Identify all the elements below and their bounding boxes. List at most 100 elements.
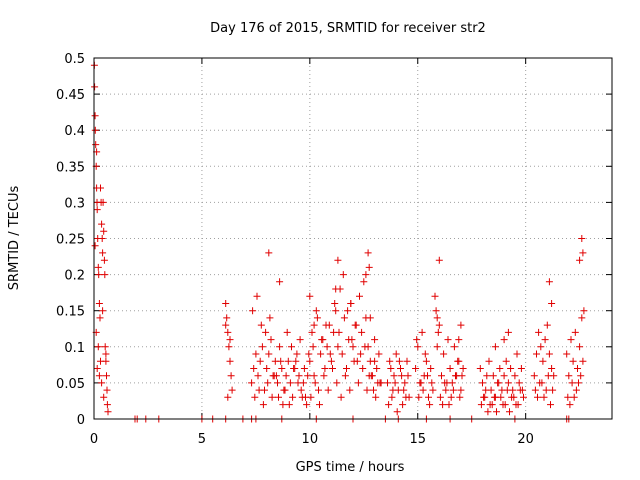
grid-layer — [94, 58, 612, 419]
data-point — [304, 372, 312, 380]
data-point — [357, 350, 365, 358]
data-point — [452, 372, 459, 380]
data-point — [545, 350, 553, 358]
ticks-layer: 0 0.05 0.1 0.15 0.2 0.25 0.3 0.35 0.4 0.45 0.5 0 5 10… — [56, 52, 612, 447]
data-point — [94, 263, 102, 271]
data-point — [372, 393, 380, 401]
data-point — [317, 350, 325, 358]
data-point — [324, 386, 332, 394]
data-point — [99, 307, 107, 315]
data-point — [543, 321, 551, 329]
data-point — [402, 393, 410, 401]
data-point — [427, 365, 435, 372]
data-point — [417, 379, 425, 387]
data-point — [277, 357, 285, 365]
data-point — [365, 372, 373, 380]
data-point — [500, 372, 508, 380]
data-point — [286, 379, 294, 387]
data-point — [93, 365, 101, 372]
data-point — [332, 307, 340, 315]
data-point — [284, 357, 292, 365]
data-point — [567, 336, 575, 344]
data-point — [485, 357, 493, 365]
data-point — [497, 393, 505, 401]
data-point — [350, 357, 358, 365]
y-axis-label: SRMTID / TECUs — [7, 186, 22, 291]
data-point — [99, 249, 107, 257]
data-point — [373, 365, 381, 372]
data-point — [574, 365, 581, 372]
data-point — [222, 300, 230, 307]
data-point — [104, 408, 112, 416]
data-point — [276, 278, 284, 286]
data-point — [91, 83, 99, 91]
y-tick-label: 0.2 — [64, 269, 85, 284]
data-point — [537, 343, 545, 351]
data-point — [307, 393, 315, 401]
data-point — [311, 379, 319, 387]
data-point — [479, 379, 486, 387]
data-point — [510, 393, 518, 401]
data-point — [276, 343, 284, 351]
data-point — [504, 328, 512, 336]
data-point — [267, 336, 275, 344]
data-point — [571, 328, 579, 336]
data-point — [421, 350, 429, 358]
data-point — [295, 372, 303, 380]
data-point — [352, 321, 360, 329]
data-point — [433, 343, 441, 351]
data-point — [290, 365, 298, 372]
data-point — [570, 393, 578, 401]
x-tick-label: 20 — [517, 432, 534, 447]
data-point — [300, 365, 308, 372]
data-point — [101, 271, 109, 279]
plot-frame — [93, 57, 613, 420]
data-point — [364, 249, 372, 257]
data-point — [507, 365, 515, 372]
data-point — [268, 393, 276, 401]
data-point — [344, 307, 352, 315]
data-point — [252, 350, 260, 358]
data-point — [292, 357, 300, 365]
data-point — [224, 328, 232, 336]
data-point — [340, 314, 348, 322]
data-point — [534, 393, 541, 401]
data-point — [387, 365, 395, 372]
data-point — [391, 379, 399, 387]
data-point — [424, 372, 431, 380]
data-point — [446, 365, 454, 372]
y-tick-label: 0.25 — [56, 233, 85, 248]
data-point — [404, 372, 412, 380]
data-point — [293, 350, 301, 358]
data-point — [297, 386, 305, 394]
data-point — [250, 365, 258, 372]
data-point — [358, 328, 366, 336]
data-point — [93, 206, 101, 214]
data-point — [258, 343, 266, 351]
data-point — [425, 393, 432, 401]
data-point — [545, 278, 553, 286]
data-point — [477, 401, 485, 409]
data-point — [309, 343, 317, 351]
data-point — [349, 343, 357, 351]
data-point — [428, 379, 436, 387]
data-point — [493, 408, 500, 416]
data-point — [289, 393, 297, 401]
data-point — [444, 336, 452, 344]
data-point — [480, 393, 488, 401]
data-point — [363, 386, 371, 394]
data-point — [95, 300, 103, 307]
data-point — [100, 256, 108, 264]
data-point — [253, 292, 261, 300]
data-point — [535, 328, 543, 336]
data-point — [248, 379, 256, 387]
data-point — [458, 372, 466, 380]
data-point — [327, 357, 335, 365]
data-point — [92, 141, 100, 149]
data-point — [568, 379, 576, 387]
data-point — [308, 328, 316, 336]
data-point — [255, 386, 263, 394]
data-point — [548, 300, 556, 307]
data-point — [227, 372, 235, 380]
